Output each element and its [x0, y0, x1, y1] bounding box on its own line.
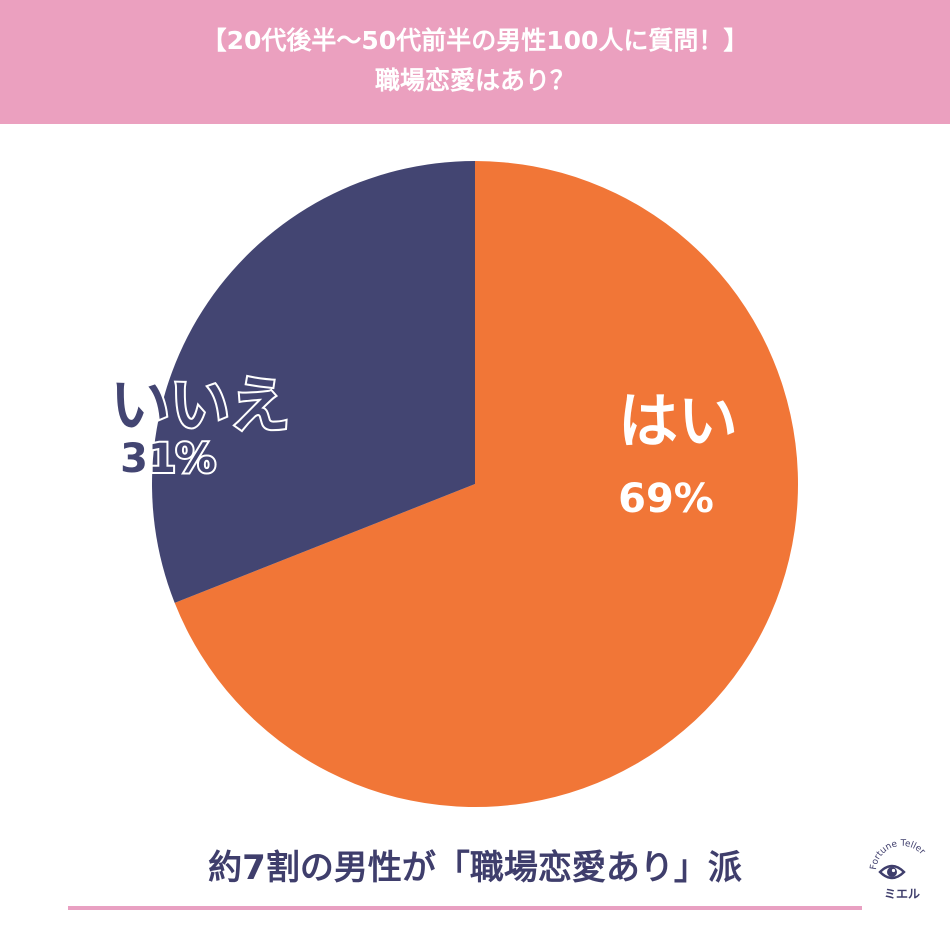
- header-question-line1: 【20代後半〜50代前半の男性100人に質問！】: [201, 26, 749, 55]
- pie-slice-1: [174, 161, 798, 807]
- miel-logo: Fortune Teller ミエル: [867, 836, 927, 904]
- slice-value-label-1: 69%: [618, 476, 714, 522]
- summary-text: 約7割の男性が「職場恋愛あり」派: [208, 848, 742, 888]
- header-banner: 【20代後半〜50代前半の男性100人に質問！】 職場恋愛はあり？: [0, 0, 950, 124]
- eye-icon: [878, 864, 906, 880]
- logo-tagline: Fortune Teller: [869, 839, 927, 871]
- logo-name: ミエル: [884, 887, 920, 901]
- pie-slice-2: [152, 161, 475, 603]
- slice-value-label-2: 31%: [120, 436, 216, 482]
- slice-label-1: はい: [618, 387, 738, 457]
- header-question-line2: 職場恋愛はあり？: [374, 66, 575, 95]
- slice-label-2: いいえ: [110, 371, 290, 441]
- svg-text:Fortune Teller: Fortune Teller: [869, 839, 927, 871]
- summary-underline: [68, 906, 862, 910]
